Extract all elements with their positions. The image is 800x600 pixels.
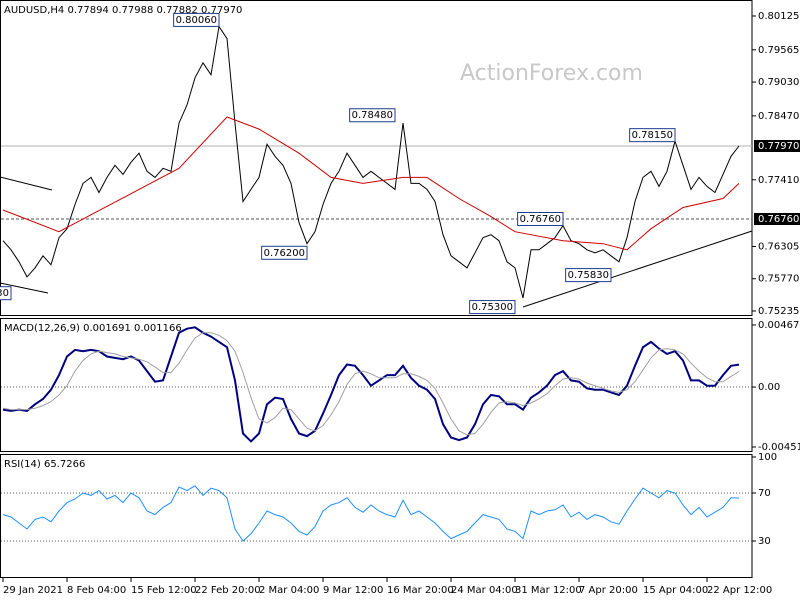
watermark: ActionForex.com — [460, 61, 643, 86]
series-line — [2, 25, 740, 299]
annotation-label: 30 — [0, 288, 9, 299]
series-line — [2, 332, 740, 436]
x-tick-label: 7 Apr 20:00 — [579, 585, 638, 596]
y-tick-label: 0.75770 — [758, 274, 799, 285]
x-tick-label: 15 Apr 04:00 — [643, 585, 708, 596]
annotation-label: 0.76760 — [520, 214, 561, 225]
annotation-label: 0.75300 — [472, 302, 513, 313]
y-tick-label: 0.80125 — [758, 11, 799, 22]
y-tick-label: 0.77410 — [758, 175, 799, 186]
y-tick-label: -0.004519 — [758, 442, 800, 453]
y-tick-label: 0.004677 — [758, 320, 800, 331]
x-tick-label: 8 Feb 04:00 — [67, 585, 126, 596]
panel-title: MACD(12,26,9) 0.001691 0.001166 — [4, 323, 182, 334]
x-tick-label: 29 Jan 2021 — [3, 585, 63, 596]
price-annotation: 0.76200 — [261, 245, 308, 260]
panel-frame — [0, 0, 753, 316]
price-annotation: 0.76760 — [517, 212, 564, 227]
x-tick-label: 22 Feb 20:00 — [195, 585, 261, 596]
annotation-label: 0.76200 — [264, 248, 305, 259]
trend-line — [0, 282, 49, 294]
annotation-label: 0.78150 — [632, 130, 673, 141]
trend-line — [522, 230, 753, 308]
level-label-bg — [754, 140, 800, 153]
annotation-label: 0.78480 — [352, 110, 393, 121]
annotation-box — [173, 12, 220, 27]
series-line — [2, 116, 740, 251]
level-label: 0.76760 — [758, 214, 799, 225]
x-tick-label: 2 Mar 04:00 — [259, 585, 319, 596]
annotation-box — [517, 212, 564, 227]
x-tick-label: 31 Mar 12:00 — [515, 585, 582, 596]
x-tick-label: 9 Mar 12:00 — [323, 585, 383, 596]
series-line — [2, 326, 740, 443]
price-annotation: 0.75300 — [469, 300, 516, 315]
annotation-box — [0, 286, 12, 301]
price-annotation: 0.75830 — [565, 268, 612, 283]
y-tick-label: 70 — [758, 488, 771, 499]
annotation-box — [469, 300, 516, 315]
y-tick-label: 0.79030 — [758, 77, 799, 88]
y-tick-label: 30 — [758, 536, 771, 547]
trend-line — [0, 176, 53, 191]
x-tick-label: 15 Feb 12:00 — [131, 585, 197, 596]
panel-title: RSI(14) 65.7266 — [4, 459, 85, 470]
price-annotation: 0.80060 — [173, 12, 220, 27]
level-label-bg — [754, 213, 800, 226]
y-tick-label: 100 — [758, 452, 777, 463]
y-tick-label: 0.78470 — [758, 111, 799, 122]
series-line — [2, 485, 740, 542]
x-tick-label: 24 Mar 04:00 — [451, 585, 518, 596]
y-tick-label: 0.00 — [758, 382, 780, 393]
annotation-box — [629, 128, 676, 143]
x-tick-label: 22 Apr 12:00 — [707, 585, 772, 596]
y-tick-label: 0.76305 — [758, 241, 799, 252]
panel-frame — [0, 318, 753, 452]
annotation-box — [261, 245, 308, 260]
panel-title: AUDUSD,H4 0.77894 0.77988 0.77882 0.7797… — [4, 5, 242, 16]
panel-frame — [0, 454, 753, 578]
annotation-box — [565, 268, 612, 283]
x-tick-label: 16 Mar 20:00 — [387, 585, 454, 596]
y-tick-label: 0.79565 — [758, 45, 799, 56]
annotation-label: 0.75830 — [568, 270, 609, 281]
annotation-box — [349, 108, 396, 123]
annotation-label: 0.80060 — [176, 15, 217, 26]
price-annotation: 0.78150 — [629, 128, 676, 143]
y-tick-label: 0.75235 — [758, 306, 799, 317]
level-label: 0.77970 — [758, 141, 799, 152]
price-annotation: 30 — [0, 286, 12, 301]
price-annotation: 0.78480 — [349, 108, 396, 123]
